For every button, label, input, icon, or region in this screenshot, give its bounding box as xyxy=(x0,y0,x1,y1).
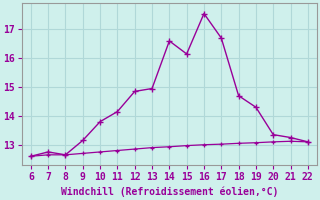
X-axis label: Windchill (Refroidissement éolien,°C): Windchill (Refroidissement éolien,°C) xyxy=(61,186,278,197)
